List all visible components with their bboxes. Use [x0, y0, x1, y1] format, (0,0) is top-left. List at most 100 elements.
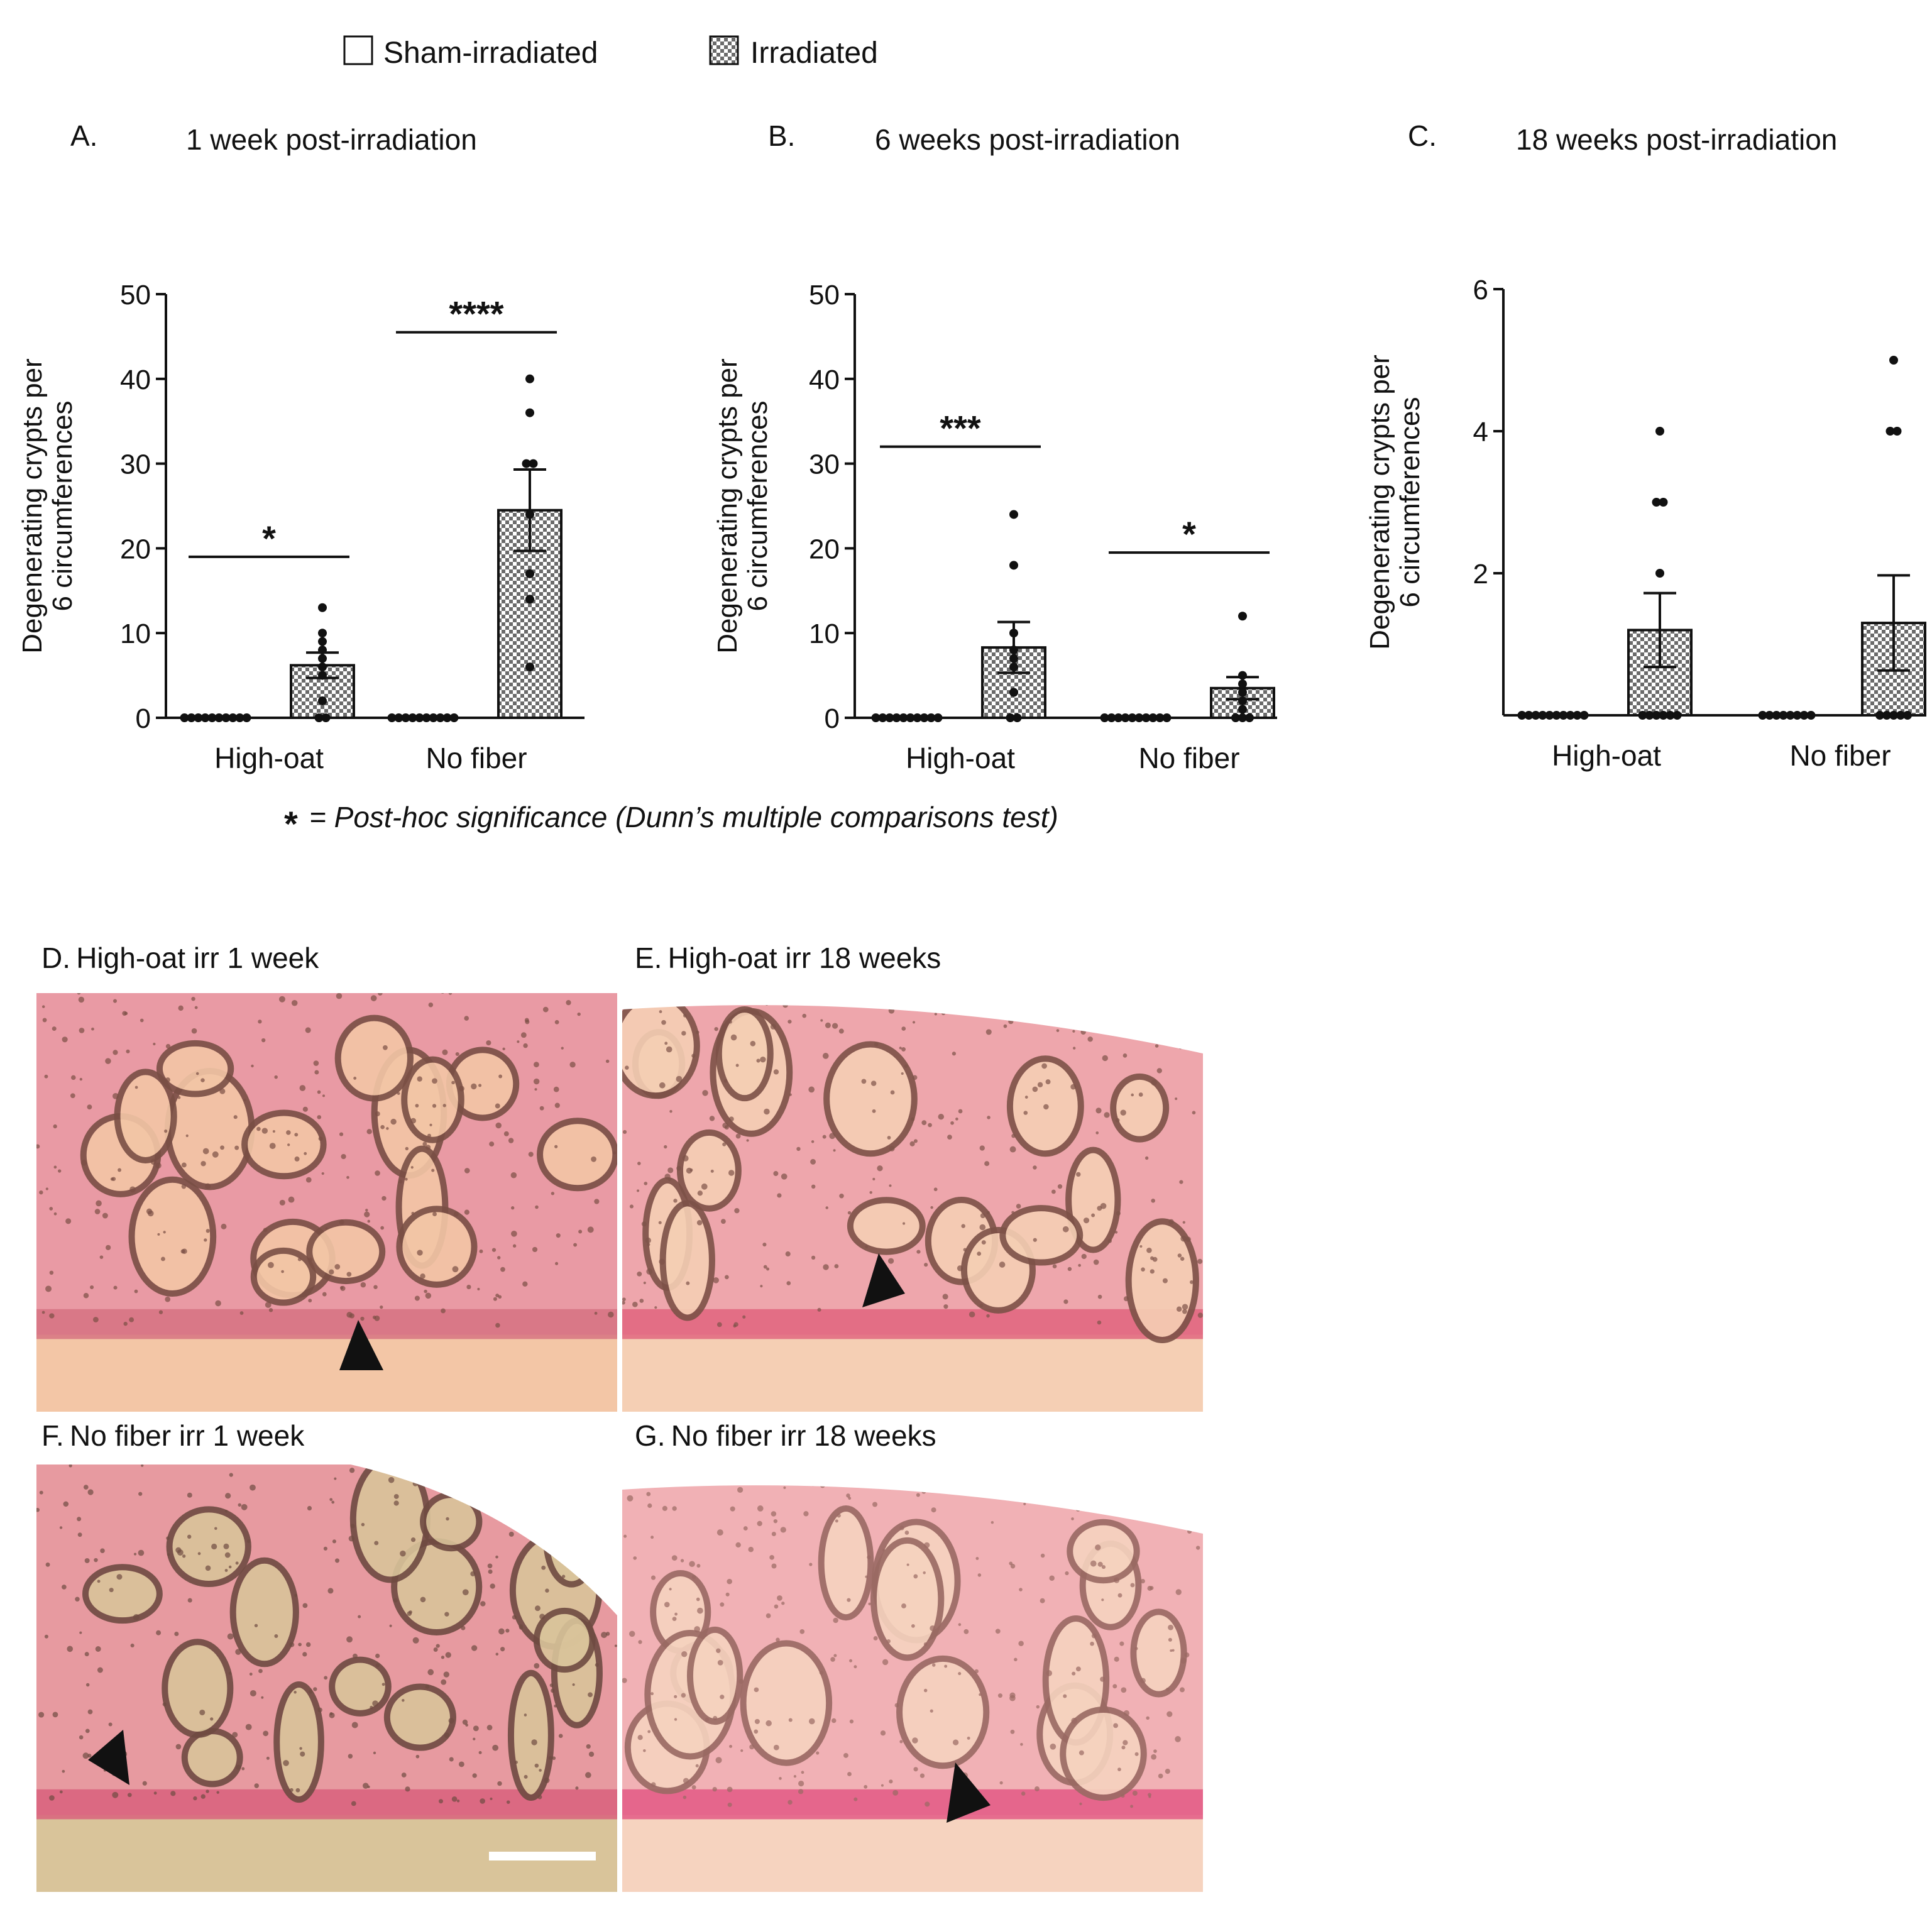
- nucleus: [1071, 1517, 1074, 1520]
- nucleus: [1150, 1256, 1154, 1260]
- nucleus: [313, 1060, 319, 1066]
- nucleus: [1063, 1694, 1067, 1698]
- nucleus: [605, 1059, 610, 1063]
- nucleus: [191, 996, 195, 1001]
- nucleus: [809, 1563, 813, 1566]
- nucleus: [298, 1642, 302, 1647]
- nucleus: [309, 1690, 313, 1694]
- data-point: [1655, 427, 1664, 436]
- nucleus: [163, 1231, 166, 1234]
- nucleus: [777, 1595, 782, 1601]
- nucleus: [577, 1012, 581, 1016]
- y-tick-label: 10: [120, 618, 151, 649]
- nucleus: [429, 1123, 432, 1126]
- nucleus: [462, 1719, 468, 1725]
- nucleus: [417, 1076, 422, 1082]
- nucleus: [637, 1735, 643, 1740]
- crypt: [818, 1505, 874, 1621]
- nucleus: [1090, 1641, 1094, 1646]
- nucleus: [349, 1468, 355, 1473]
- nucleus: [853, 1665, 857, 1669]
- arrowhead-marker: [339, 1320, 383, 1370]
- nucleus: [236, 1764, 241, 1770]
- nucleus: [773, 1519, 778, 1524]
- histology-tissue: [622, 1465, 1203, 1892]
- nucleus: [105, 1245, 111, 1250]
- data-point: [194, 713, 203, 722]
- nucleus: [977, 1251, 982, 1256]
- nucleus: [1192, 1111, 1196, 1115]
- nucleus: [62, 1769, 65, 1773]
- nucleus: [882, 1549, 886, 1552]
- nucleus: [738, 1679, 744, 1684]
- data-point: [214, 713, 224, 722]
- nucleus: [393, 1598, 398, 1603]
- nucleus: [643, 1281, 646, 1285]
- nucleus: [776, 1637, 780, 1642]
- nucleus: [650, 1782, 656, 1787]
- nucleus: [374, 1315, 380, 1321]
- nucleus: [647, 1243, 650, 1246]
- nucleus: [150, 1158, 156, 1165]
- nucleus: [748, 1546, 754, 1553]
- nucleus: [185, 1134, 189, 1138]
- nucleus: [1121, 1794, 1125, 1798]
- data-point: [1245, 713, 1254, 722]
- nucleus: [586, 1744, 591, 1749]
- nucleus: [374, 1541, 379, 1546]
- nucleus: [644, 1182, 648, 1185]
- nucleus: [1146, 1247, 1152, 1253]
- arrowhead-marker: [947, 1762, 991, 1823]
- y-axis-label: Degenerating crypts per6 circumferences: [712, 358, 773, 654]
- nucleus: [108, 1722, 113, 1727]
- nucleus: [646, 1492, 651, 1497]
- note-text: = Post-hoc significance (Dunn’s multiple…: [309, 801, 1058, 833]
- nucleus: [811, 1255, 816, 1260]
- nucleus: [667, 1167, 674, 1173]
- nucleus: [1175, 1736, 1181, 1742]
- nucleus: [847, 1211, 852, 1215]
- nucleus: [659, 1258, 666, 1265]
- nucleus: [534, 1763, 539, 1768]
- nucleus: [942, 1294, 948, 1300]
- y-tick-label: 6: [1473, 275, 1488, 305]
- nucleus: [646, 1268, 653, 1275]
- nucleus: [187, 1534, 192, 1539]
- nucleus: [49, 1270, 54, 1275]
- nucleus: [90, 1285, 94, 1290]
- crypt: [870, 1537, 945, 1661]
- nucleus: [822, 1053, 829, 1059]
- crypt: [156, 1040, 234, 1097]
- nucleus: [870, 1080, 877, 1086]
- nucleus: [1052, 1264, 1057, 1269]
- nucleus: [373, 1285, 378, 1289]
- nucleus: [442, 1049, 448, 1055]
- crypt: [166, 1506, 251, 1587]
- nucleus: [1095, 1107, 1102, 1114]
- nucleus: [245, 1723, 252, 1730]
- nucleus: [318, 1136, 323, 1141]
- nucleus: [1033, 1238, 1037, 1242]
- data-point: [1799, 711, 1809, 720]
- nucleus: [112, 1092, 119, 1099]
- data-point: [442, 713, 452, 722]
- data-point: [200, 713, 210, 722]
- data-point: [522, 459, 531, 468]
- crypt: [1110, 1073, 1170, 1143]
- data-point: [1572, 711, 1582, 720]
- nucleus: [697, 1190, 703, 1196]
- nucleus: [346, 1636, 353, 1643]
- nucleus: [1121, 1687, 1127, 1693]
- nucleus: [766, 1720, 772, 1727]
- data-point: [885, 713, 894, 722]
- nucleus: [269, 1143, 276, 1150]
- nucleus: [899, 1047, 902, 1050]
- data-point: [187, 713, 196, 722]
- nucleus: [287, 1143, 290, 1146]
- nucleus: [680, 1559, 684, 1563]
- nucleus: [1091, 1633, 1097, 1639]
- nucleus: [283, 1760, 289, 1766]
- nucleus: [91, 1027, 94, 1031]
- nucleus: [1179, 1687, 1185, 1693]
- nucleus: [1131, 1093, 1134, 1097]
